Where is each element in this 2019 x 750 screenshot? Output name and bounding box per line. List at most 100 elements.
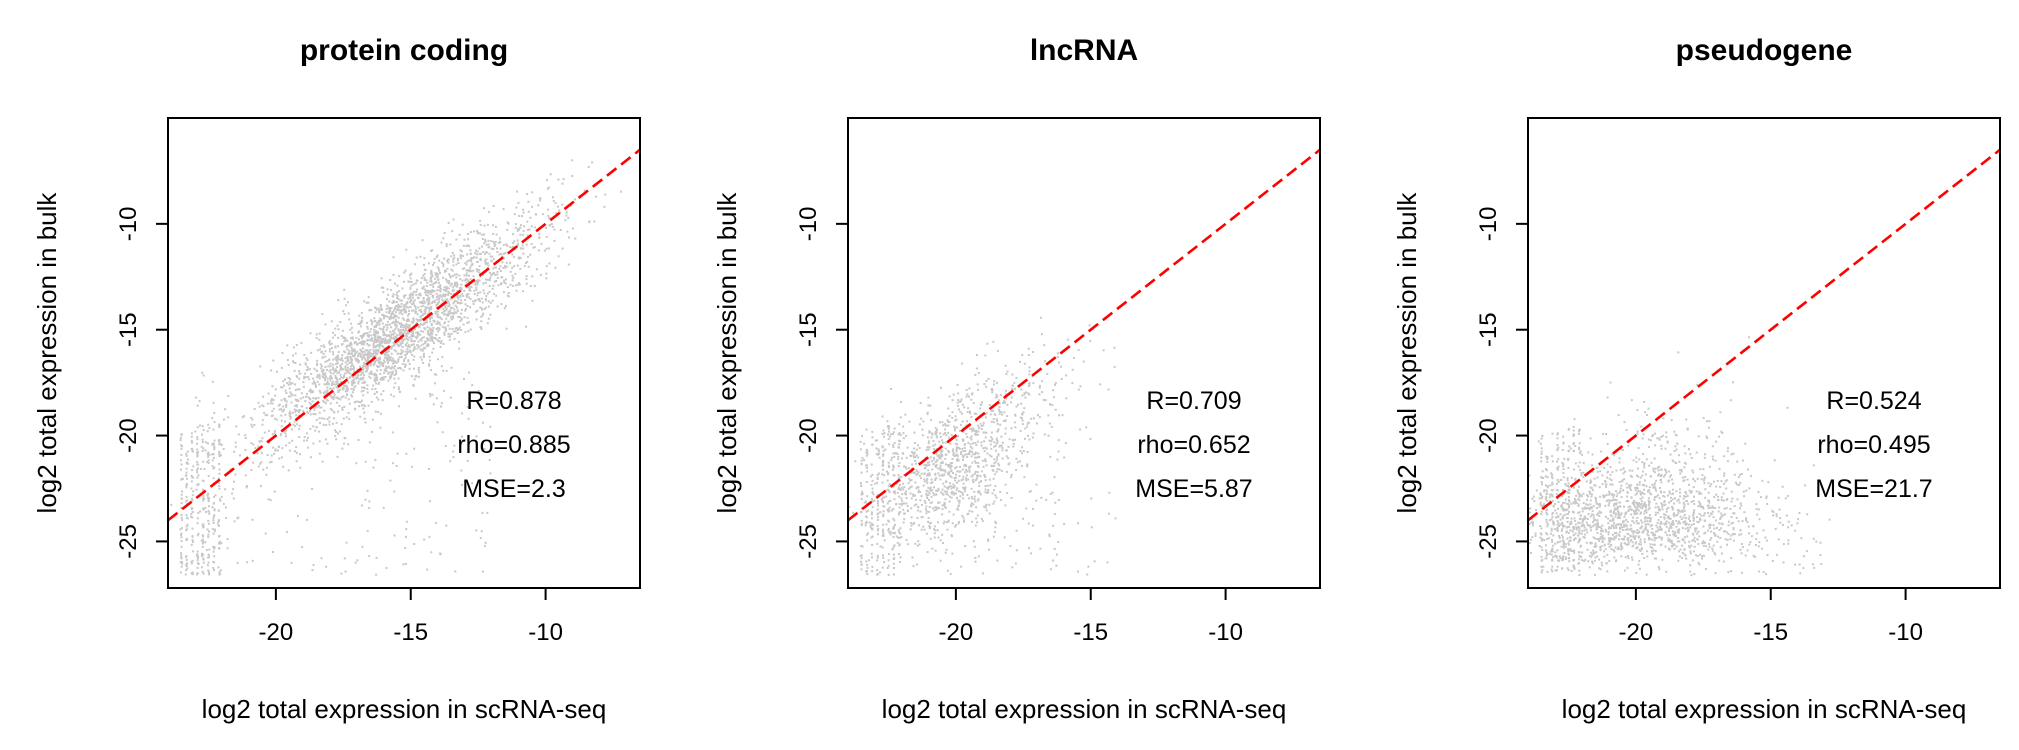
data-point <box>883 561 886 564</box>
data-point <box>485 243 488 246</box>
data-point <box>1621 537 1623 540</box>
y-tick-label: -20 <box>795 418 822 453</box>
data-point <box>280 425 283 428</box>
data-point <box>447 312 450 315</box>
data-point <box>483 292 486 295</box>
data-point <box>881 445 884 448</box>
data-point <box>373 360 376 363</box>
data-point <box>197 511 200 514</box>
data-point <box>377 357 380 360</box>
data-point <box>284 432 287 435</box>
data-point <box>1551 539 1553 541</box>
data-point <box>512 277 515 279</box>
data-point <box>196 438 199 441</box>
data-point <box>1562 542 1565 545</box>
data-point <box>351 384 354 387</box>
data-point <box>377 307 380 310</box>
data-point <box>229 468 232 471</box>
data-point <box>1667 537 1670 540</box>
data-point <box>871 443 874 446</box>
data-point <box>977 430 980 433</box>
data-point <box>363 363 366 366</box>
data-point <box>967 478 970 481</box>
data-point <box>944 432 947 434</box>
data-point <box>953 452 956 455</box>
data-point <box>1551 494 1554 496</box>
data-point <box>1568 488 1571 491</box>
data-point <box>197 474 200 477</box>
data-point <box>309 390 312 393</box>
data-point <box>382 291 385 294</box>
data-point <box>981 401 984 404</box>
data-point <box>996 420 999 423</box>
data-point <box>403 338 406 341</box>
data-point <box>434 311 437 314</box>
data-point <box>998 468 1001 471</box>
data-point <box>453 292 455 295</box>
data-point <box>318 417 321 420</box>
data-point <box>1693 523 1695 526</box>
data-point <box>392 395 395 398</box>
data-point <box>972 442 975 445</box>
data-point <box>1023 407 1026 410</box>
data-point <box>860 524 863 526</box>
data-point <box>343 374 346 377</box>
data-point <box>366 489 369 492</box>
data-point <box>911 470 914 473</box>
data-point <box>185 484 188 486</box>
data-point <box>401 337 403 340</box>
data-point <box>380 305 383 308</box>
data-point <box>395 319 397 321</box>
data-point <box>413 304 416 307</box>
data-point <box>461 223 464 226</box>
data-point <box>233 480 235 483</box>
data-point <box>920 516 923 519</box>
data-point <box>893 490 896 493</box>
data-point <box>902 521 905 524</box>
data-point <box>211 380 214 383</box>
data-point <box>366 355 369 358</box>
data-point <box>373 341 376 344</box>
data-point <box>316 406 319 409</box>
data-point <box>433 261 436 264</box>
data-point <box>965 474 968 477</box>
data-point <box>405 528 408 531</box>
data-point <box>1114 517 1117 520</box>
data-point <box>942 542 945 544</box>
data-point <box>374 346 377 349</box>
data-point <box>946 490 949 493</box>
data-point <box>407 314 409 317</box>
data-point <box>364 421 367 424</box>
data-point <box>1027 434 1029 437</box>
data-point <box>929 456 932 459</box>
data-point <box>442 276 445 279</box>
data-point <box>504 282 507 285</box>
data-point <box>332 372 335 375</box>
data-point <box>419 323 422 326</box>
data-point <box>970 504 973 507</box>
data-point <box>439 553 442 556</box>
data-point <box>407 297 410 300</box>
data-point <box>196 461 199 464</box>
data-point <box>944 463 947 466</box>
data-point <box>330 384 333 387</box>
data-point <box>443 331 446 334</box>
data-point <box>956 457 959 460</box>
data-point <box>1630 535 1632 538</box>
data-point <box>294 352 297 355</box>
data-point <box>393 343 396 346</box>
data-point <box>1568 492 1571 495</box>
data-point <box>913 471 916 474</box>
data-point <box>422 347 425 350</box>
data-point <box>380 286 383 289</box>
data-point <box>961 439 964 442</box>
data-point <box>460 288 463 291</box>
data-point <box>430 271 433 274</box>
data-point <box>361 386 364 389</box>
data-point <box>496 305 499 308</box>
data-point <box>483 242 486 245</box>
data-point <box>412 300 415 303</box>
data-point <box>932 492 935 494</box>
data-point <box>424 321 426 324</box>
data-point <box>363 374 366 377</box>
